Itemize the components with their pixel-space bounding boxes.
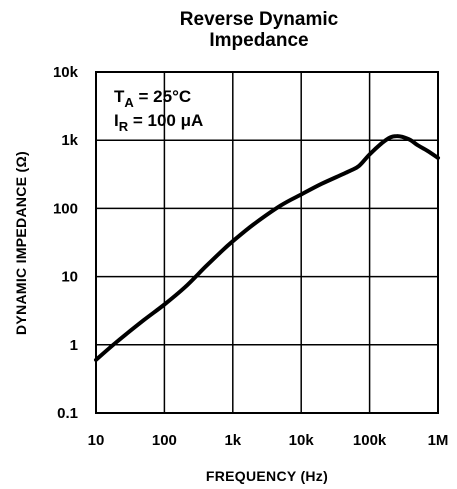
chart-title-line1: Reverse Dynamic <box>180 9 339 30</box>
y-tick-labels: 0.1 1 10 100 1k 10k <box>53 64 79 422</box>
annotation-current-rest: = 100 μA <box>128 111 203 130</box>
annotation-temperature: TA = 25°C <box>114 87 191 110</box>
y-tick-label: 10 <box>61 269 78 286</box>
x-tick-label: 1M <box>428 432 449 449</box>
x-tick-label: 100k <box>353 432 387 449</box>
x-tick-label: 100 <box>152 432 177 449</box>
x-tick-labels: 10 100 1k 10k 100k 1M <box>88 432 449 449</box>
y-tick-label: 1k <box>61 132 78 149</box>
x-tick-label: 10 <box>88 432 105 449</box>
series-line <box>96 136 438 360</box>
x-axis-label: FREQUENCY (Hz) <box>206 468 328 484</box>
x-tick-label: 10k <box>289 432 315 449</box>
y-tick-label: 1 <box>70 337 78 354</box>
y-tick-label: 0.1 <box>57 405 78 422</box>
y-tick-label: 10k <box>53 64 79 81</box>
y-tick-label: 100 <box>53 200 78 217</box>
chart-title-line2: Impedance <box>209 30 308 51</box>
annotation-temperature-rest: = 25°C <box>134 87 191 106</box>
x-tick-label: 1k <box>224 432 241 449</box>
y-axis-label: DYNAMIC IMPEDANCE (Ω) <box>13 151 29 335</box>
annotation-current: IR = 100 μA <box>114 111 203 134</box>
annotation-temperature-main: T <box>114 87 125 106</box>
